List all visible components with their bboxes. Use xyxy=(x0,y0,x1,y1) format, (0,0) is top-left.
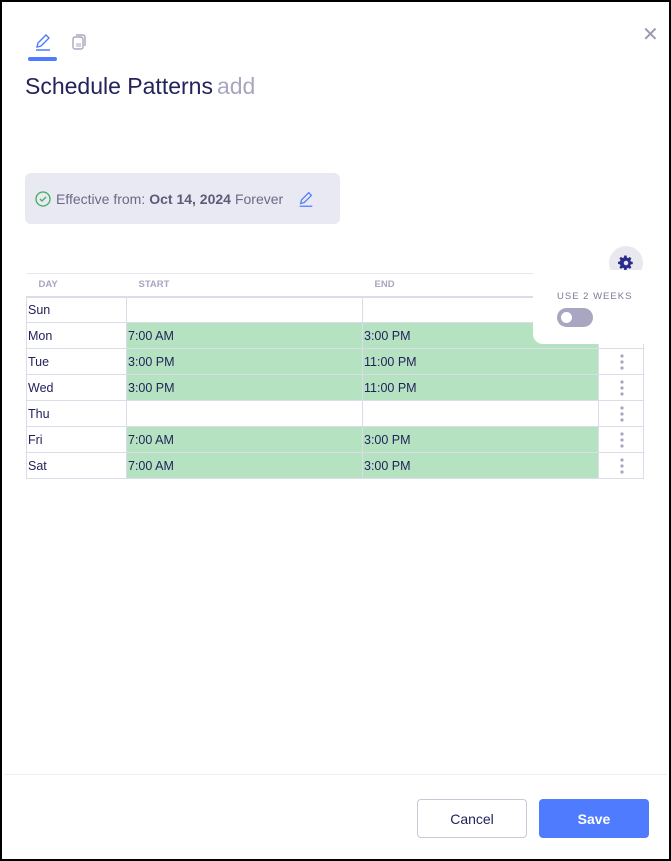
check-circle-icon xyxy=(35,190,51,207)
effective-date-banner: Effective from: Oct 14, 2024 Forever xyxy=(25,173,340,224)
use-two-weeks-toggle[interactable] xyxy=(557,308,593,327)
edit-icon[interactable] xyxy=(297,190,315,208)
close-icon[interactable]: ✕ xyxy=(642,24,659,46)
day-cell: Tue xyxy=(26,348,127,375)
start-cell[interactable]: 3:00 PM xyxy=(126,374,363,401)
column-start: START xyxy=(126,273,363,298)
page-title: Schedule Patterns add xyxy=(25,73,255,100)
end-cell[interactable] xyxy=(362,400,599,427)
more-vertical-icon xyxy=(619,353,624,370)
use-two-weeks-label: USE 2 WEEKS xyxy=(557,291,633,302)
table-row: Fri 7:00 AM 3:00 PM xyxy=(26,426,644,453)
day-cell: Mon xyxy=(26,322,127,349)
start-cell[interactable]: 3:00 PM xyxy=(126,348,363,375)
effective-label: Effective from: xyxy=(56,190,146,207)
more-vertical-icon xyxy=(619,405,624,422)
row-menu-button[interactable] xyxy=(598,348,644,375)
table-row: Sat 7:00 AM 3:00 PM xyxy=(26,452,644,479)
row-menu-button[interactable] xyxy=(598,400,644,427)
row-menu-button[interactable] xyxy=(598,374,644,401)
table-row: Thu xyxy=(26,400,644,427)
effective-duration: Forever xyxy=(234,190,284,207)
more-vertical-icon xyxy=(619,431,624,448)
table-row: Wed 3:00 PM 11:00 PM xyxy=(26,374,644,401)
end-cell[interactable]: 11:00 PM xyxy=(362,374,599,401)
settings-popover: USE 2 WEEKS xyxy=(533,270,663,344)
start-cell[interactable]: 7:00 AM xyxy=(126,322,363,349)
more-vertical-icon xyxy=(619,457,624,474)
row-menu-button[interactable] xyxy=(598,426,644,453)
column-day: DAY xyxy=(26,273,127,298)
title-text: Schedule Patterns xyxy=(25,73,213,99)
day-cell: Sun xyxy=(26,296,127,323)
schedule-table: DAY START END Sun Mon 7:00 AM 3:00 PM Tu… xyxy=(26,273,644,479)
gear-icon xyxy=(618,255,633,271)
start-cell[interactable] xyxy=(126,296,363,323)
start-cell[interactable] xyxy=(126,400,363,427)
day-cell: Thu xyxy=(26,400,127,427)
start-cell[interactable]: 7:00 AM xyxy=(126,452,363,479)
end-cell[interactable]: 11:00 PM xyxy=(362,348,599,375)
toggle-knob xyxy=(561,312,572,323)
row-menu-button[interactable] xyxy=(598,452,644,479)
footer-divider xyxy=(4,774,667,775)
end-cell[interactable]: 3:00 PM xyxy=(362,452,599,479)
day-cell: Wed xyxy=(26,374,127,401)
edit-tab-icon[interactable] xyxy=(33,32,53,52)
end-cell[interactable]: 3:00 PM xyxy=(362,426,599,453)
more-vertical-icon xyxy=(619,379,624,396)
table-row: Tue 3:00 PM 11:00 PM xyxy=(26,348,644,375)
active-tab-indicator xyxy=(28,57,57,61)
document-tab-icon[interactable] xyxy=(69,32,89,52)
day-cell: Sat xyxy=(26,452,127,479)
title-mode: add xyxy=(216,73,256,99)
cancel-button[interactable]: Cancel xyxy=(417,799,527,838)
save-button[interactable]: Save xyxy=(539,799,649,838)
start-cell[interactable]: 7:00 AM xyxy=(126,426,363,453)
day-cell: Fri xyxy=(26,426,127,453)
effective-date: Oct 14, 2024 xyxy=(149,190,231,207)
